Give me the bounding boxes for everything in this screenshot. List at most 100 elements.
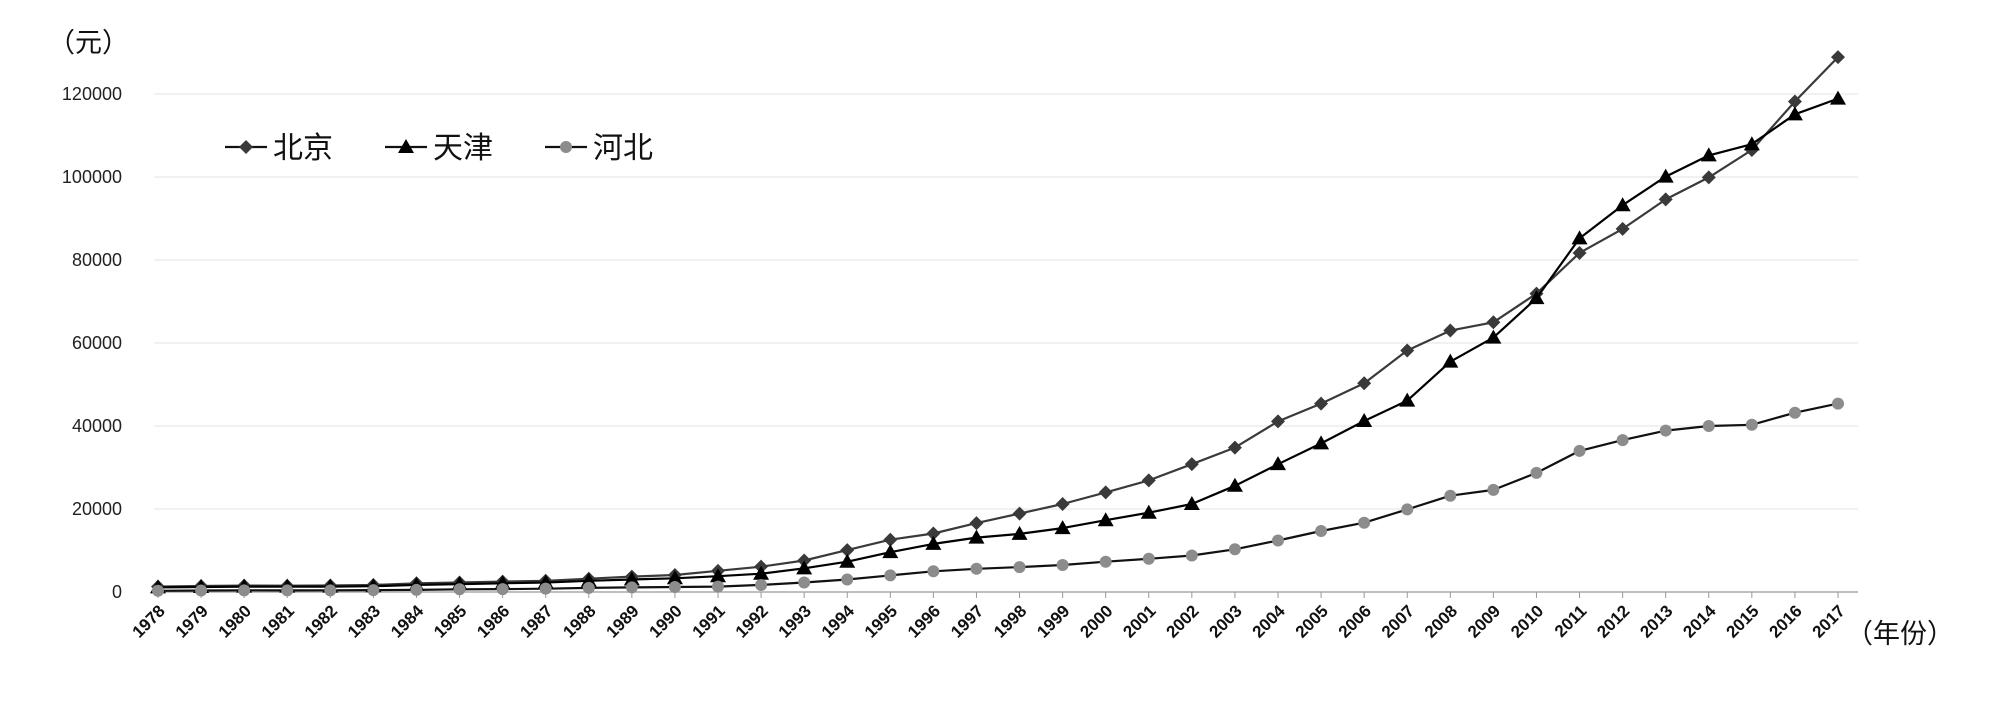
data-point [1528, 290, 1545, 305]
data-point [1054, 520, 1071, 535]
legend-item: 北京 [225, 131, 333, 166]
data-point [1140, 504, 1157, 519]
legend-label: 北京 [273, 131, 333, 166]
x-tick-label: 2008 [1421, 601, 1461, 641]
x-tick-label: 2016 [1766, 601, 1806, 641]
data-point [1184, 457, 1199, 472]
data-point [1659, 424, 1672, 437]
data-point [1572, 245, 1587, 260]
data-point [1356, 413, 1373, 428]
x-tick-label: 2004 [1249, 601, 1290, 642]
y-tick-label: 120000 [62, 84, 122, 104]
data-point [1271, 414, 1285, 429]
data-point [453, 583, 466, 596]
x-tick-label: 2000 [1076, 601, 1116, 641]
data-point [1357, 376, 1372, 391]
data-point [1830, 90, 1846, 105]
data-point [798, 576, 811, 589]
x-tick-label: 1987 [516, 601, 556, 641]
x-tick-label: 1979 [172, 601, 212, 641]
data-point [1700, 147, 1717, 162]
x-tick-label: 1990 [646, 601, 686, 641]
data-point [712, 580, 724, 593]
data-point [195, 584, 208, 597]
series-line [157, 56, 1839, 588]
data-point [1702, 420, 1715, 432]
data-point [1743, 136, 1760, 151]
gridlines [154, 93, 1858, 510]
x-tick-label: 2006 [1335, 601, 1375, 641]
data-point [1056, 559, 1069, 572]
data-point [755, 578, 768, 591]
x-tick-label: 2012 [1593, 601, 1633, 641]
data-point [1443, 323, 1458, 338]
data-point [1228, 543, 1241, 556]
data-point [281, 584, 294, 597]
legend-label: 天津 [433, 131, 493, 166]
data-point [580, 572, 597, 587]
data-point [539, 582, 552, 595]
data-point [1401, 503, 1414, 516]
data-point [1701, 170, 1716, 185]
data-point [1400, 343, 1415, 358]
x-axis: 1978 1979 1980 1981 1982 1983 1984 1985 1986 1987… [129, 591, 1858, 642]
x-tick-label: 2005 [1292, 601, 1332, 641]
data-point [1227, 440, 1242, 455]
x-tick-label: 1986 [473, 601, 513, 641]
x-tick-label: 1978 [129, 601, 169, 641]
data-point [925, 535, 942, 550]
data-point [666, 570, 683, 585]
x-tick-label: 1991 [689, 601, 729, 641]
data-point [1011, 525, 1028, 540]
legend-marker [239, 140, 253, 154]
data-point [152, 584, 164, 597]
data-point [753, 565, 770, 580]
data-point [1314, 396, 1329, 411]
x-tick-label: 2007 [1378, 601, 1418, 641]
y-axis-unit-label: （元） [48, 28, 129, 59]
x-tick-label: 1985 [430, 601, 470, 641]
x-tick-label: 2017 [1809, 601, 1849, 641]
data-point [1270, 456, 1286, 471]
data-point [1055, 497, 1070, 512]
x-tick-label: 1992 [732, 601, 772, 641]
x-tick-label: 2001 [1119, 601, 1159, 641]
data-point [1615, 221, 1630, 236]
data-point [1530, 466, 1543, 479]
x-tick-label: 2002 [1162, 601, 1202, 641]
data-point [1614, 197, 1631, 212]
data-point [883, 532, 898, 547]
x-tick-label: 1989 [602, 601, 642, 641]
legend-marker [560, 141, 572, 153]
data-point [1358, 516, 1371, 529]
data-point [1745, 418, 1758, 431]
x-tick-label: 1993 [775, 601, 815, 641]
x-tick-label: 2014 [1679, 601, 1720, 642]
x-tick-label: 2003 [1206, 601, 1246, 641]
data-point [1786, 106, 1803, 121]
data-point [710, 568, 726, 583]
y-tick-label: 40000 [72, 416, 122, 436]
data-point [1141, 473, 1156, 488]
data-point [238, 584, 251, 597]
data-point [1399, 392, 1416, 407]
data-point [839, 553, 856, 568]
data-point [625, 581, 638, 594]
data-point [1013, 561, 1026, 574]
data-point [1183, 496, 1200, 511]
x-tick-label: 2009 [1464, 601, 1504, 641]
data-point [668, 581, 681, 594]
data-point [1788, 406, 1801, 419]
data-point [1787, 94, 1802, 109]
x-tick-label: 1997 [947, 601, 987, 641]
x-tick-label: 2015 [1722, 601, 1762, 641]
data-point [324, 584, 337, 597]
data-point [623, 571, 640, 586]
data-point [1831, 50, 1845, 65]
data-point [1485, 329, 1502, 344]
data-point [1226, 477, 1243, 492]
x-tick-label: 2013 [1636, 601, 1676, 641]
data-point [1012, 506, 1027, 521]
data-point [969, 516, 984, 531]
data-point [968, 529, 985, 544]
